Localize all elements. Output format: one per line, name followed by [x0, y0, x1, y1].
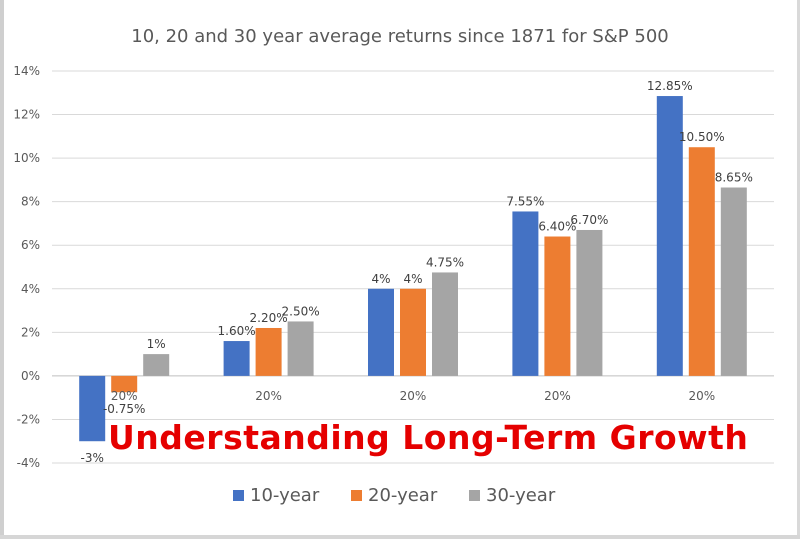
legend: 10-year 20-year 30-year [233, 485, 556, 506]
x-tick-label: 20% [688, 389, 715, 403]
data-labels: -3% -0.75% 1% 1.60%2.20%2.50% 4% 4% 4.75% 7.55%… [81, 79, 753, 465]
bar [512, 211, 539, 376]
data-label: -3% [81, 451, 104, 465]
data-label: 12.85% [647, 79, 693, 93]
bar [143, 354, 170, 376]
y-tick-label: 14% [13, 64, 40, 78]
overlay-caption: Understanding Long-Term Growth [108, 418, 749, 457]
y-tick-label: 8% [21, 195, 40, 209]
legend-swatch [233, 490, 244, 501]
bar [287, 321, 314, 376]
y-tick-label: 0% [21, 369, 40, 383]
chart-title: 10, 20 and 30 year average returns since… [131, 26, 669, 47]
bar [111, 375, 138, 393]
y-tick-label: 12% [13, 108, 40, 122]
bar [656, 96, 683, 376]
bar [576, 229, 603, 376]
data-label: 6.40% [538, 220, 576, 234]
legend-swatch [351, 490, 362, 501]
x-axis-ticks: 20% 20% 20% 20% 20% [111, 389, 715, 403]
y-tick-label: 4% [21, 282, 40, 296]
data-label: 8.65% [715, 171, 753, 185]
data-label: 2.20% [250, 311, 288, 325]
bar [688, 147, 715, 376]
bar [255, 327, 282, 376]
bar [720, 187, 747, 376]
data-label: 7.55% [506, 194, 544, 208]
bar [368, 288, 394, 376]
bar [400, 288, 426, 376]
y-tick-label: 10% [13, 151, 40, 165]
legend-label: 30-year [486, 485, 556, 506]
data-label: -0.75% [103, 402, 145, 416]
frame-border-left [0, 0, 4, 539]
bar [544, 236, 571, 376]
data-label: 4% [403, 272, 422, 286]
bars [79, 96, 747, 442]
gridlines [52, 70, 774, 464]
y-tick-label: 2% [21, 325, 40, 339]
bar [79, 375, 106, 442]
legend-label: 20-year [368, 485, 438, 506]
data-label: 1.60% [218, 324, 256, 338]
y-axis-ticks: -4% -2% 0% 2% 4% 6% 8% 10% 12% 14% [13, 64, 40, 470]
data-label: 1% [147, 337, 166, 351]
legend-label: 10-year [250, 485, 320, 506]
y-tick-label: -4% [17, 456, 40, 470]
x-tick-label: 20% [544, 389, 571, 403]
legend-swatch [469, 490, 480, 501]
data-label: 4% [371, 272, 390, 286]
x-tick-label: 20% [255, 389, 282, 403]
bar [432, 272, 458, 376]
data-label: 6.70% [570, 213, 608, 227]
data-label: 2.50% [282, 304, 320, 318]
data-label: 4.75% [426, 255, 464, 269]
x-tick-label: 20% [111, 389, 138, 403]
frame-border-right [797, 0, 800, 539]
y-tick-label: -2% [17, 412, 40, 426]
data-label: 10.50% [679, 130, 725, 144]
x-tick-label: 20% [400, 389, 427, 403]
bar [223, 341, 250, 376]
y-tick-label: 6% [21, 238, 40, 252]
frame-border-bottom [0, 535, 800, 539]
